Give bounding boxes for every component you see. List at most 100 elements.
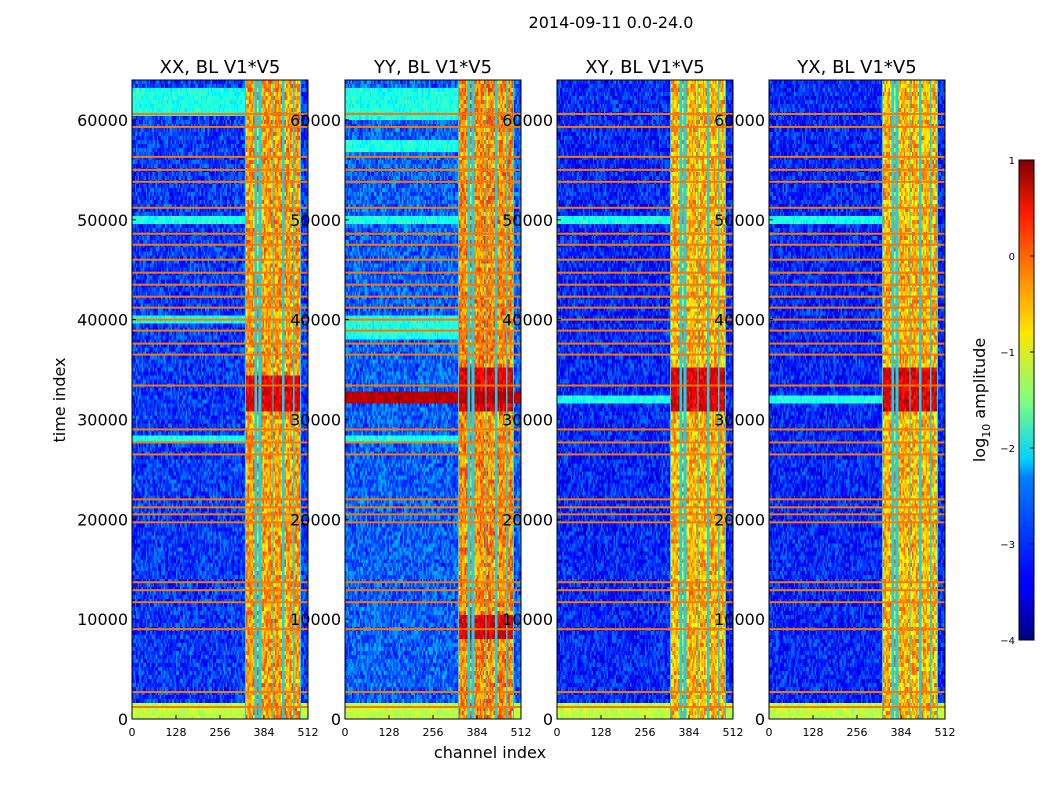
y-axis-label: time index (50, 357, 69, 442)
rfi-row-line (132, 521, 308, 524)
rfi-row-line (557, 441, 733, 444)
rfi-row-line (769, 125, 945, 128)
y-tick-label: 30000 (502, 410, 553, 429)
rfi-row-line (132, 441, 308, 444)
y-tick-label: 50000 (502, 211, 553, 230)
rfi-row-line (769, 498, 945, 501)
x-tick-label: 384 (679, 726, 700, 739)
rfi-row-line (557, 513, 733, 516)
y-tick-label: 20000 (714, 510, 765, 529)
rfi-row-line (769, 428, 945, 431)
colorbar: 1 0 −1 −2 −3 −4 log10 amplitude (970, 156, 1035, 647)
rfi-row-line (557, 628, 733, 631)
y-tick-label: 20000 (77, 510, 128, 529)
rfi-row-line (132, 384, 308, 387)
rfi-row-line (132, 342, 308, 345)
rfi-row-line (769, 521, 945, 524)
x-tick-label: 256 (847, 726, 868, 739)
rfi-row-line (557, 428, 733, 431)
rfi-row-line (769, 589, 945, 592)
rfi-row-line (345, 155, 521, 158)
rfi-row-line (769, 295, 945, 298)
rfi-row-line (132, 180, 308, 183)
rfi-row-line (769, 306, 945, 309)
panel-heatmap (557, 80, 733, 719)
panels-group: XX, BL V1*V5 0 128 256 384 512 0 10000 20000 3000… (77, 57, 955, 739)
rfi-row-line (345, 498, 521, 501)
panel-1: XX, BL V1*V5 0 128 256 384 512 0 10000 20000 3000… (77, 57, 318, 739)
y-tick-label: 30000 (77, 410, 128, 429)
rfi-row-line (769, 441, 945, 444)
rfi-row-line (769, 318, 945, 321)
x-tick-label: 384 (467, 726, 488, 739)
rfi-row-line (557, 243, 733, 246)
rfi-row-line (345, 243, 521, 246)
rfi-row-line (132, 329, 308, 332)
panel-2: YY, BL V1*V5 0 128 256 384 512 0 10000 20000 3000… (290, 57, 531, 739)
colorbar-tick-label: −2 (1000, 444, 1015, 455)
rfi-row-line (557, 521, 733, 524)
rfi-row-line (769, 353, 945, 356)
rfi-row-line (557, 329, 733, 332)
colorbar-label: log10 amplitude (970, 338, 993, 462)
rfi-row-line (557, 706, 733, 709)
x-tick-label: 0 (129, 726, 136, 739)
y-tick-label: 60000 (77, 111, 128, 130)
y-tick-label: 0 (755, 710, 765, 729)
rfi-row-line (557, 691, 733, 694)
rfi-row-line (557, 112, 733, 115)
rfi-row-line (345, 506, 521, 509)
x-tick-label: 128 (803, 726, 824, 739)
rfi-row-line (132, 271, 308, 274)
rfi-row-line (557, 206, 733, 209)
rfi-row-line (345, 125, 521, 128)
rfi-row-line (345, 601, 521, 604)
rfi-row-line (345, 384, 521, 387)
rfi-row-line (345, 628, 521, 631)
rfi-row-line (132, 243, 308, 246)
rfi-row-line (132, 498, 308, 501)
rfi-row-line (132, 232, 308, 235)
rfi-row-line (132, 453, 308, 456)
y-tick-label: 50000 (290, 211, 341, 230)
rfi-row-line (132, 628, 308, 631)
y-tick-label: 10000 (77, 610, 128, 629)
rfi-row-line (557, 155, 733, 158)
rfi-row-line (557, 258, 733, 261)
panel-heatmap (132, 80, 308, 719)
x-tick-label: 0 (342, 726, 349, 739)
y-tick-label: 60000 (502, 111, 553, 130)
rfi-row-line (769, 513, 945, 516)
rfi-row-line (769, 258, 945, 261)
rfi-row-line (345, 295, 521, 298)
rfi-row-line (132, 112, 308, 115)
y-tick-label: 60000 (714, 111, 765, 130)
x-tick-label: 0 (766, 726, 773, 739)
rfi-row-line (769, 506, 945, 509)
y-tick-label: 40000 (77, 311, 128, 330)
rfi-row-line (345, 589, 521, 592)
rfi-row-line (132, 601, 308, 604)
y-tick-label: 0 (118, 710, 128, 729)
rfi-row-line (345, 271, 521, 274)
rfi-row-line (132, 283, 308, 286)
rfi-row-line (132, 168, 308, 171)
rfi-row-line (345, 318, 521, 321)
y-tick-label: 0 (331, 710, 341, 729)
rfi-row-line (345, 441, 521, 444)
x-tick-label: 384 (254, 726, 275, 739)
panel-3: XY, BL V1*V5 0 128 256 384 512 0 10000 20000 3000… (502, 57, 743, 739)
y-tick-label: 50000 (77, 211, 128, 230)
colorbar-tick-label: −1 (1000, 348, 1015, 359)
rfi-row-line (557, 589, 733, 592)
rfi-row-line (769, 206, 945, 209)
figure-suptitle: 2014-09-11 0.0-24.0 (529, 13, 694, 32)
rfi-row-line (769, 706, 945, 709)
rfi-row-line (769, 283, 945, 286)
colorbar-tick-label: −4 (1000, 636, 1015, 647)
rfi-row-line (769, 384, 945, 387)
panel-heatmap (345, 80, 521, 719)
x-tick-label: 512 (511, 726, 532, 739)
x-tick-label: 256 (635, 726, 656, 739)
